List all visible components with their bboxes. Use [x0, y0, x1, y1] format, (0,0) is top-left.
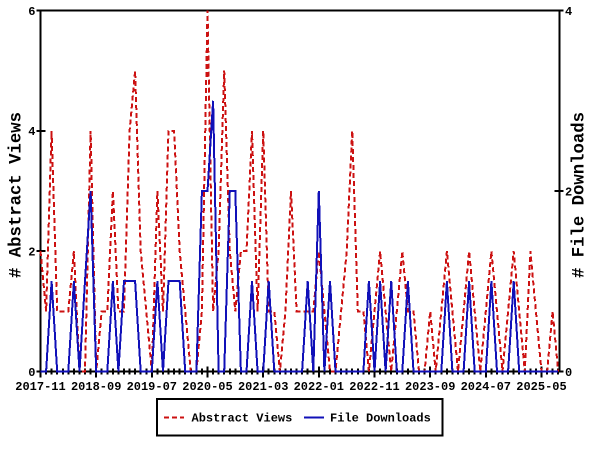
svg-text:2022-11: 2022-11 — [349, 380, 399, 394]
svg-text:# File Downloads: # File Downloads — [571, 112, 590, 278]
svg-text:6: 6 — [28, 5, 35, 19]
svg-text:2025-05: 2025-05 — [516, 380, 566, 394]
svg-text:0: 0 — [28, 366, 35, 380]
svg-text:2018-09: 2018-09 — [71, 380, 121, 394]
svg-text:2019-07: 2019-07 — [127, 380, 177, 394]
svg-text:2024-07: 2024-07 — [461, 380, 511, 394]
svg-text:2: 2 — [28, 246, 35, 260]
svg-text:2023-09: 2023-09 — [405, 380, 455, 394]
svg-text:2022-01: 2022-01 — [294, 380, 344, 394]
svg-text:2020-05: 2020-05 — [182, 380, 232, 394]
svg-text:4: 4 — [28, 125, 35, 139]
svg-text:2017-11: 2017-11 — [15, 380, 65, 394]
svg-text:# Abstract Views: # Abstract Views — [8, 112, 27, 278]
svg-text:2: 2 — [565, 185, 572, 199]
svg-text:2021-03: 2021-03 — [238, 380, 288, 394]
svg-text:File Downloads: File Downloads — [330, 412, 431, 426]
svg-text:4: 4 — [565, 5, 572, 19]
svg-text:Abstract Views: Abstract Views — [192, 412, 293, 426]
svg-text:0: 0 — [565, 366, 572, 380]
